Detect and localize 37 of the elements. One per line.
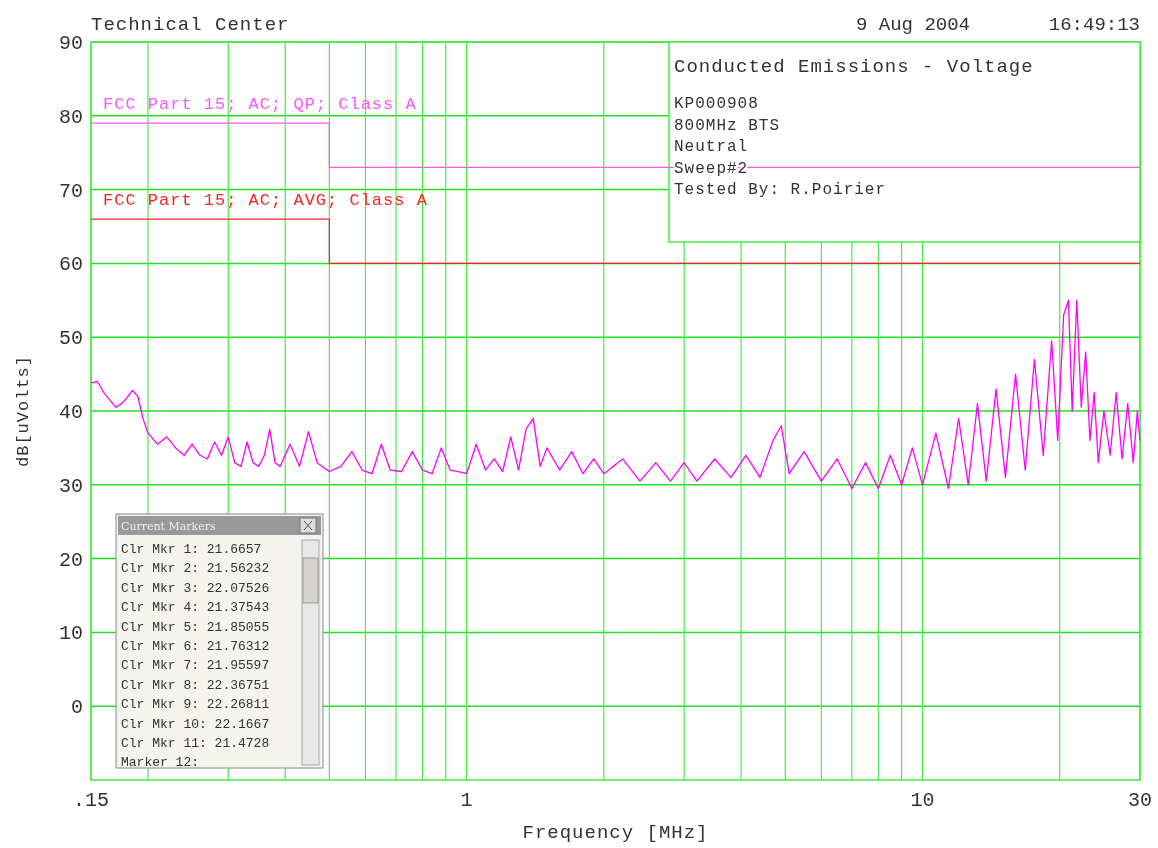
- y-tick-label: 50: [58, 327, 83, 351]
- x-tick-label: 30: [1127, 789, 1153, 812]
- annotation: Clr Mkr 8: 22.36751: [121, 677, 270, 693]
- annotation: Clr Mkr 9: 22.26811: [121, 697, 270, 713]
- annotation: Neutral: [674, 138, 749, 156]
- y-tick-label: 90: [58, 32, 83, 55]
- x-tick-label: .15: [72, 789, 110, 812]
- annotation: Clr Mkr 2: 21.56232: [121, 561, 270, 577]
- annotation: KP000908: [674, 95, 759, 113]
- annotation: Clr Mkr 6: 21.76312: [121, 639, 270, 654]
- y-tick-label: 20: [58, 548, 83, 572]
- text: 9 Aug 2004: [855, 14, 970, 36]
- annotation: Clr Mkr 3: 22.07526: [121, 580, 270, 596]
- annotation: Tested By: R.Poirier: [674, 181, 887, 199]
- text: 16:49:13: [1048, 14, 1140, 36]
- annotation: Clr Mkr 7: 21.95597: [121, 658, 270, 674]
- y-tick-label: 60: [58, 253, 83, 277]
- annotation: Clr Mkr 10: 22.1667: [121, 716, 270, 732]
- chart-title: Technical Center: [91, 14, 290, 36]
- y-tick-label: 10: [58, 622, 83, 646]
- annotation: Conducted Emissions - Voltage: [674, 56, 1034, 78]
- y-tick-label: 40: [58, 401, 83, 424]
- annotation: 800MHz BTS: [674, 116, 781, 135]
- x-tick-label: 10: [910, 789, 935, 812]
- annotation: Clr Mkr 4: 21.37543: [121, 600, 270, 616]
- annotation: Clr Mkr 11: 21.4728: [121, 736, 270, 751]
- annotation: Clr Mkr 5: 21.85055: [121, 619, 270, 635]
- y-axis-title: dB[uVolts]: [14, 354, 33, 468]
- y-tick-label: 0: [70, 696, 83, 720]
- y-tick-label: 80: [58, 105, 83, 129]
- annotation: Marker 12:: [121, 755, 200, 771]
- annotation: Current Markers: [121, 520, 217, 533]
- annotation: Clr Mkr 1: 21.6657: [121, 542, 262, 557]
- y-tick-label: 30: [58, 474, 83, 498]
- x-axis-title: Frequency [MHz]: [522, 822, 709, 844]
- x-tick-label: 1: [460, 789, 473, 812]
- y-tick-label: 70: [58, 179, 83, 203]
